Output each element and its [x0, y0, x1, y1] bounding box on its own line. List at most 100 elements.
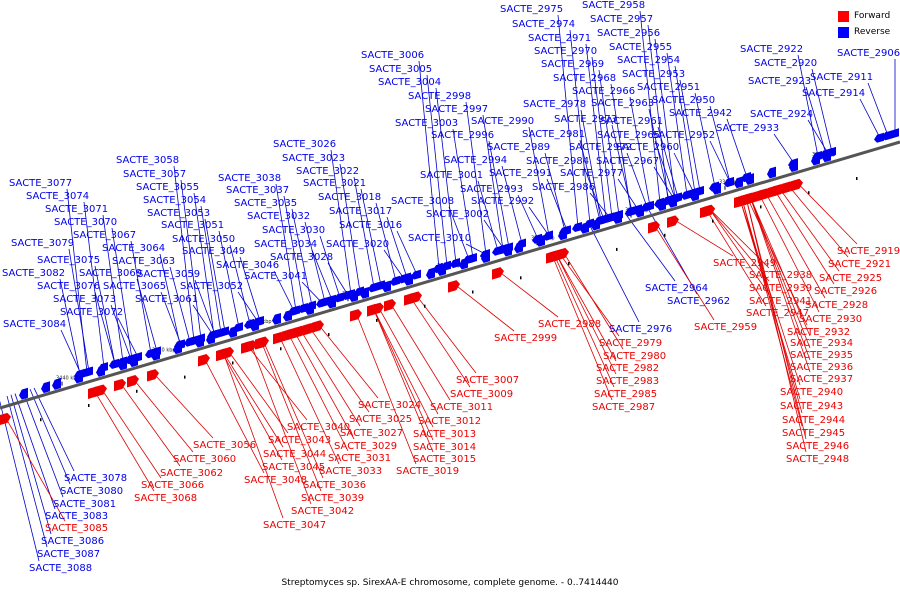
- gene-label[interactable]: SACTE_3058: [116, 155, 179, 166]
- gene-label[interactable]: SACTE_3001: [420, 170, 483, 181]
- gene-label[interactable]: SACTE_2978: [523, 99, 586, 110]
- reverse-gene-feature[interactable]: [767, 166, 776, 179]
- forward-gene-feature[interactable]: [114, 378, 126, 392]
- gene-label[interactable]: SACTE_2950: [652, 95, 715, 106]
- reverse-gene-feature[interactable]: [635, 205, 644, 218]
- gene-label[interactable]: SACTE_3038: [218, 173, 281, 184]
- gene-label[interactable]: SACTE_2952: [652, 130, 715, 141]
- reverse-gene-feature[interactable]: [572, 221, 582, 233]
- gene-label[interactable]: SACTE_2942: [669, 108, 732, 119]
- gene-label[interactable]: SACTE_3042: [291, 506, 354, 517]
- reverse-gene-feature[interactable]: [368, 282, 378, 293]
- forward-gene-feature[interactable]: [198, 353, 210, 367]
- reverse-gene-feature[interactable]: [250, 319, 259, 332]
- reverse-gene-feature[interactable]: [874, 132, 884, 143]
- reverse-gene-feature[interactable]: [334, 292, 344, 303]
- gene-label[interactable]: SACTE_3044: [263, 449, 326, 460]
- reverse-gene-feature[interactable]: [118, 358, 127, 371]
- gene-label[interactable]: SACTE_2982: [596, 363, 659, 374]
- gene-label[interactable]: SACTE_3032: [247, 211, 310, 222]
- gene-label[interactable]: SACTE_2958: [582, 0, 645, 11]
- gene-label[interactable]: SACTE_2920: [754, 58, 817, 69]
- gene-label[interactable]: SACTE_2974: [512, 19, 575, 30]
- reverse-gene-feature[interactable]: [382, 280, 391, 293]
- gene-label[interactable]: SACTE_2960: [616, 142, 679, 153]
- gene-label[interactable]: SACTE_2997: [425, 104, 488, 115]
- gene-label[interactable]: SACTE_2991: [489, 168, 552, 179]
- gene-label[interactable]: SACTE_2953: [622, 69, 685, 80]
- reverse-gene-feature[interactable]: [129, 355, 138, 368]
- gene-label[interactable]: SACTE_3040: [287, 422, 350, 433]
- gene-label[interactable]: SACTE_2976: [609, 324, 672, 335]
- gene-label[interactable]: SACTE_3085: [45, 523, 108, 534]
- gene-label[interactable]: SACTE_2936: [790, 362, 853, 373]
- reverse-gene-feature[interactable]: [272, 312, 281, 325]
- gene-label[interactable]: SACTE_2975: [500, 4, 563, 15]
- reverse-gene-feature[interactable]: [74, 371, 83, 384]
- gene-label[interactable]: SACTE_2956: [597, 28, 660, 39]
- gene-label[interactable]: SACTE_3017: [329, 206, 392, 217]
- gene-label[interactable]: SACTE_3080: [60, 486, 123, 497]
- gene-label[interactable]: SACTE_3054: [143, 195, 206, 206]
- reverse-gene-feature[interactable]: [613, 212, 622, 225]
- forward-gene-feature[interactable]: [0, 412, 11, 426]
- gene-label[interactable]: SACTE_3015: [413, 454, 476, 465]
- gene-label[interactable]: SACTE_2932: [787, 327, 850, 338]
- gene-label[interactable]: SACTE_3034: [254, 239, 317, 250]
- gene-label[interactable]: SACTE_3031: [328, 453, 391, 464]
- gene-label[interactable]: SACTE_2963: [591, 98, 654, 109]
- gene-label[interactable]: SACTE_3010: [408, 233, 471, 244]
- reverse-gene-feature[interactable]: [151, 348, 160, 361]
- gene-label[interactable]: SACTE_2945: [782, 428, 845, 439]
- reverse-gene-feature[interactable]: [219, 326, 229, 337]
- gene-label[interactable]: SACTE_2967: [596, 156, 659, 167]
- gene-label[interactable]: SACTE_3072: [60, 307, 123, 318]
- gene-label[interactable]: SACTE_3005: [369, 64, 432, 75]
- forward-gene-feature[interactable]: [700, 205, 712, 219]
- gene-label[interactable]: SACTE_3047: [263, 520, 326, 531]
- gene-label[interactable]: SACTE_2986: [532, 182, 595, 193]
- forward-gene-feature[interactable]: [740, 193, 752, 207]
- forward-gene-feature[interactable]: [546, 251, 558, 264]
- gene-label[interactable]: SACTE_2926: [814, 286, 877, 297]
- gene-label[interactable]: SACTE_3022: [296, 166, 359, 177]
- reverse-gene-feature[interactable]: [109, 358, 119, 369]
- gene-label[interactable]: SACTE_2938: [749, 270, 812, 281]
- gene-label[interactable]: SACTE_3069: [79, 268, 142, 279]
- gene-label[interactable]: SACTE_2959: [694, 322, 757, 333]
- gene-label[interactable]: SACTE_2923: [748, 76, 811, 87]
- gene-label[interactable]: SACTE_2939: [749, 283, 812, 294]
- reverse-gene-feature[interactable]: [283, 309, 292, 322]
- gene-label[interactable]: SACTE_3004: [378, 77, 441, 88]
- reverse-gene-feature[interactable]: [882, 130, 892, 141]
- gene-label[interactable]: SACTE_2919: [837, 246, 900, 257]
- gene-label[interactable]: SACTE_3079: [11, 238, 74, 249]
- reverse-gene-feature[interactable]: [514, 241, 523, 254]
- reverse-gene-feature[interactable]: [437, 264, 446, 277]
- gene-label[interactable]: SACTE_2993: [460, 184, 523, 195]
- forward-gene-feature[interactable]: [147, 369, 159, 382]
- gene-label[interactable]: SACTE_2933: [716, 123, 779, 134]
- reverse-gene-feature[interactable]: [734, 176, 743, 189]
- gene-label[interactable]: SACTE_2981: [522, 129, 585, 140]
- reverse-gene-feature[interactable]: [745, 173, 754, 186]
- gene-label[interactable]: SACTE_3028: [270, 252, 333, 263]
- gene-label[interactable]: SACTE_2943: [780, 401, 843, 412]
- forward-gene-feature[interactable]: [753, 189, 765, 203]
- gene-label[interactable]: SACTE_3065: [103, 281, 166, 292]
- reverse-gene-feature[interactable]: [580, 221, 589, 234]
- gene-label[interactable]: SACTE_2962: [667, 296, 730, 307]
- forward-gene-feature[interactable]: [127, 374, 139, 388]
- forward-gene-feature[interactable]: [448, 280, 460, 293]
- forward-gene-feature[interactable]: [782, 181, 794, 194]
- gene-label[interactable]: SACTE_2987: [592, 402, 655, 413]
- forward-gene-feature[interactable]: [216, 348, 228, 362]
- gene-label[interactable]: SACTE_3027: [340, 428, 403, 439]
- forward-gene-feature[interactable]: [791, 178, 803, 192]
- forward-gene-feature[interactable]: [350, 309, 362, 322]
- gene-label[interactable]: SACTE_3057: [123, 169, 186, 180]
- gene-label[interactable]: SACTE_3036: [303, 480, 366, 491]
- gene-label[interactable]: SACTE_2944: [782, 415, 845, 426]
- gene-label[interactable]: SACTE_2988: [538, 319, 601, 330]
- gene-label[interactable]: SACTE_3078: [64, 473, 127, 484]
